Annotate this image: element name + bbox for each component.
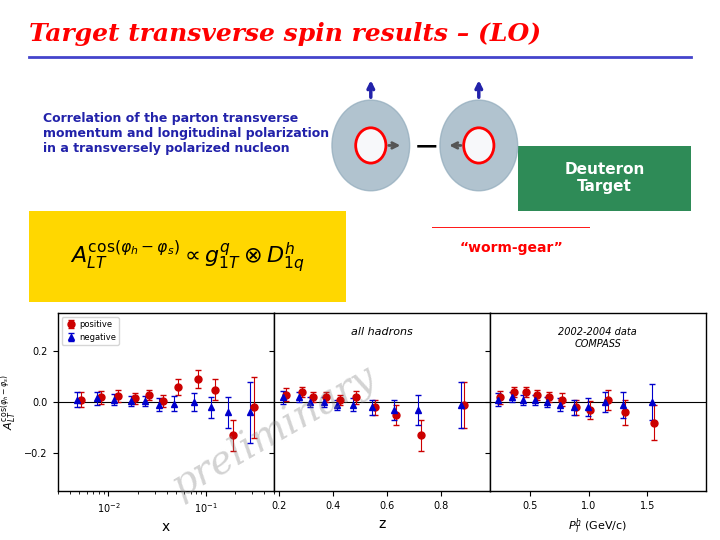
Circle shape	[332, 100, 410, 191]
Text: Deuteron
Target: Deuteron Target	[564, 162, 645, 194]
FancyBboxPatch shape	[22, 209, 352, 304]
X-axis label: x: x	[161, 521, 170, 535]
X-axis label: $P_T^h$ (GeV/c): $P_T^h$ (GeV/c)	[568, 517, 627, 536]
FancyBboxPatch shape	[429, 226, 593, 271]
FancyBboxPatch shape	[515, 145, 695, 212]
Text: $-$: $-$	[413, 131, 437, 160]
Circle shape	[464, 128, 494, 163]
Text: all hadrons: all hadrons	[351, 327, 413, 338]
X-axis label: z: z	[378, 517, 385, 531]
Text: preliminary: preliminary	[165, 358, 382, 506]
Text: “worm-gear”: “worm-gear”	[459, 241, 563, 255]
Text: Target transverse spin results – (LO): Target transverse spin results – (LO)	[29, 22, 541, 45]
Text: Correlation of the parton transverse
momentum and longitudinal polarization
in a: Correlation of the parton transverse mom…	[43, 112, 329, 156]
Circle shape	[440, 100, 518, 191]
Y-axis label: $A_{LT}^{\cos(\varphi_h-\varphi_s)}$: $A_{LT}^{\cos(\varphi_h-\varphi_s)}$	[0, 374, 19, 430]
Legend: positive, negative: positive, negative	[62, 318, 119, 345]
Text: $A_{LT}^{\cos(\varphi_h-\varphi_s)} \propto g_{1T}^{q} \otimes D_{1q}^{h}$: $A_{LT}^{\cos(\varphi_h-\varphi_s)} \pro…	[70, 238, 305, 275]
Text: 2002-2004 data
COMPASS: 2002-2004 data COMPASS	[558, 327, 637, 349]
FancyBboxPatch shape	[23, 73, 323, 208]
Circle shape	[356, 128, 386, 163]
